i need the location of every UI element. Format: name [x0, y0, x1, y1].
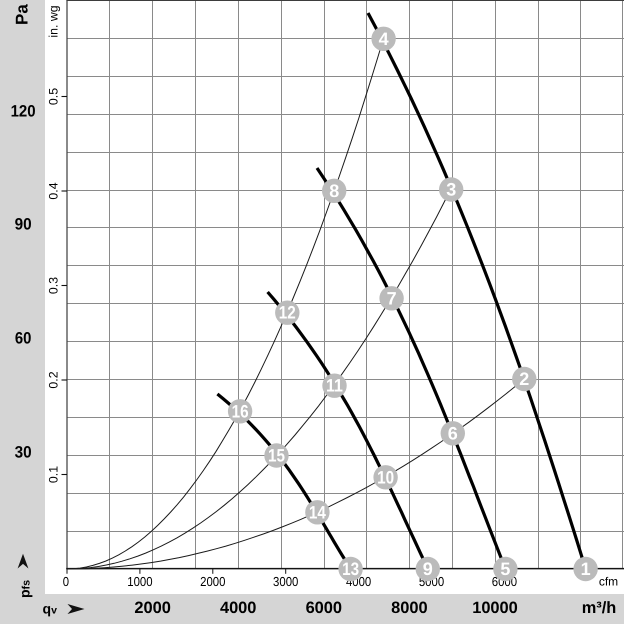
svg-text:10000: 10000 [472, 599, 518, 617]
svg-text:1000: 1000 [127, 574, 152, 589]
svg-text:0.3: 0.3 [47, 277, 61, 294]
svg-text:5: 5 [500, 559, 510, 579]
svg-text:8000: 8000 [391, 599, 427, 617]
svg-text:pfs: pfs [17, 580, 33, 598]
svg-text:3: 3 [446, 180, 456, 200]
svg-text:120: 120 [11, 103, 36, 121]
svg-text:0.1: 0.1 [47, 466, 61, 483]
svg-text:6000: 6000 [306, 599, 342, 617]
svg-text:30: 30 [15, 444, 32, 462]
svg-text:m³/h: m³/h [582, 599, 617, 617]
svg-text:15: 15 [268, 446, 285, 466]
svg-text:11: 11 [326, 376, 343, 396]
svg-text:10: 10 [377, 467, 394, 487]
svg-text:16: 16 [232, 401, 249, 421]
svg-text:14: 14 [309, 502, 326, 522]
svg-text:0.4: 0.4 [47, 182, 61, 199]
svg-text:1: 1 [581, 559, 591, 579]
svg-text:8: 8 [329, 181, 339, 201]
svg-text:7: 7 [387, 288, 397, 308]
svg-text:3000: 3000 [273, 574, 298, 589]
svg-text:90: 90 [15, 216, 32, 234]
svg-text:in. wg: in. wg [47, 5, 61, 37]
svg-text:cfm: cfm [599, 574, 618, 588]
svg-text:4: 4 [379, 29, 389, 49]
svg-text:6: 6 [448, 423, 458, 443]
svg-text:9: 9 [423, 559, 433, 579]
svg-text:0.5: 0.5 [47, 88, 61, 105]
svg-text:13: 13 [342, 559, 359, 579]
svg-text:12: 12 [279, 303, 296, 323]
svg-text:4000: 4000 [220, 599, 256, 617]
svg-text:0: 0 [63, 574, 69, 589]
svg-text:60: 60 [15, 330, 32, 348]
svg-text:qv: qv [43, 601, 58, 617]
svg-text:Pa: Pa [12, 4, 31, 25]
svg-text:0.2: 0.2 [47, 371, 61, 388]
svg-text:2: 2 [519, 369, 529, 389]
svg-text:2000: 2000 [200, 574, 225, 589]
svg-text:2000: 2000 [134, 599, 170, 617]
